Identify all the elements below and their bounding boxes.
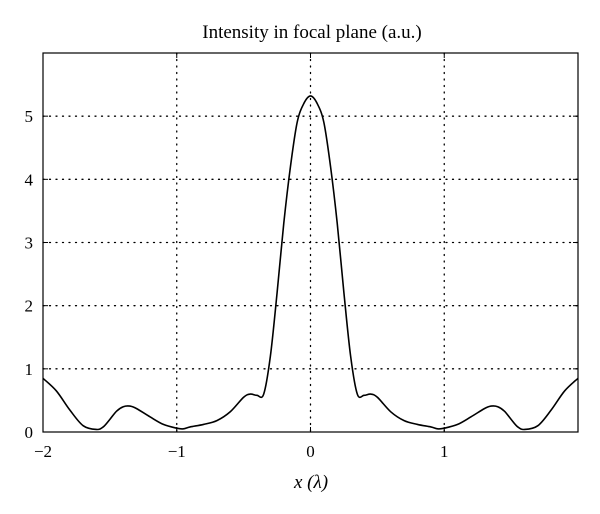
series-line-intensity: [42, 95, 579, 431]
x-tick-label: −1: [168, 442, 186, 461]
x-axis-label-unit: (λ): [302, 472, 328, 493]
series-layer: [42, 95, 579, 431]
tick-marks: [42, 53, 578, 433]
y-tick-label: 4: [25, 170, 34, 189]
y-tick-label: 5: [25, 107, 34, 126]
x-tick-label: 1: [440, 442, 449, 461]
grid-lines: [42, 52, 579, 433]
x-tick-labels: −2 −1 0 1: [34, 442, 449, 461]
x-tick-label: 0: [306, 442, 315, 461]
x-axis-label-var: x: [293, 472, 303, 493]
x-axis-label: x (λ): [293, 472, 328, 493]
y-tick-label: 0: [25, 423, 34, 442]
y-tick-labels: 0 1 2 3 4 5: [25, 107, 34, 442]
y-tick-label: 3: [25, 234, 34, 253]
x-tick-label: −2: [34, 442, 52, 461]
y-tick-label: 2: [25, 297, 34, 316]
y-tick-label: 1: [25, 360, 34, 379]
chart-title: Intensity in focal plane (a.u.): [202, 22, 421, 43]
